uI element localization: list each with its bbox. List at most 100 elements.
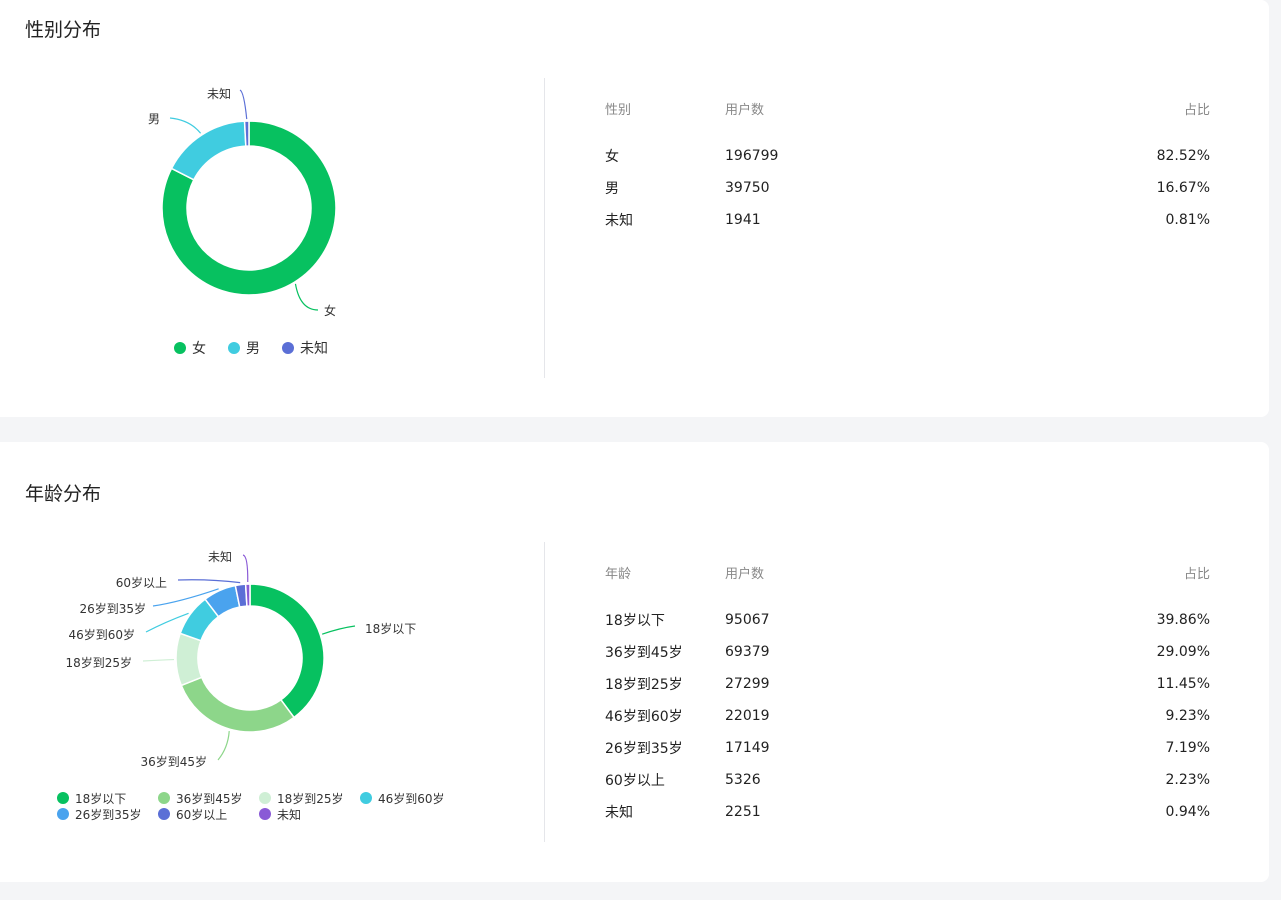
legend-item[interactable]: 女 — [174, 340, 206, 357]
row-count: 27299 — [725, 676, 770, 692]
leader-line — [239, 89, 248, 120]
gender-donut-chart: 女 男 未知 — [148, 87, 337, 318]
age-donut-chart: 18岁以下 36岁到45岁 18岁到25岁 46岁到60岁 26岁到35岁 60岁以上 未知 — [65, 550, 416, 769]
row-count: 39750 — [725, 180, 770, 196]
legend-item[interactable]: 未知 — [259, 806, 360, 822]
slice-label: 36岁到45岁 — [140, 754, 207, 769]
legend-item[interactable]: 男 — [228, 340, 260, 357]
slice-label: 18岁以下 — [365, 621, 416, 636]
legend-dot-icon — [158, 808, 170, 820]
table-row: 男 39750 16.67% — [605, 172, 1210, 204]
legend-label: 男 — [246, 341, 260, 357]
legend-label: 36岁到45岁 — [176, 791, 243, 806]
row-label: 36岁到45岁 — [605, 645, 683, 661]
row-label: 男 — [605, 181, 619, 197]
table-row: 60岁以上 5326 2.23% — [605, 764, 1210, 796]
row-count: 1941 — [725, 212, 761, 228]
table-header: 性别 用户数 占比 — [605, 98, 1210, 118]
slice-label: 46岁到60岁 — [68, 627, 135, 642]
row-label: 18岁到25岁 — [605, 677, 683, 693]
legend-item[interactable]: 26岁到35岁 — [57, 806, 158, 822]
row-label: 未知 — [605, 805, 633, 821]
header-age: 年龄 — [605, 566, 632, 582]
leader-line — [321, 625, 356, 635]
row-count: 95067 — [725, 612, 770, 628]
row-count: 17149 — [725, 740, 770, 756]
row-count: 5326 — [725, 772, 761, 788]
legend-item[interactable]: 36岁到45岁 — [158, 790, 259, 806]
slice-label: 60岁以上 — [116, 575, 167, 590]
donut-slice-2[interactable] — [243, 120, 250, 147]
header-users: 用户数 — [725, 566, 765, 582]
slice-label: 男 — [148, 112, 160, 126]
slice-label: 女 — [324, 303, 336, 318]
divider — [544, 542, 545, 842]
gender-card: 性别分布 女男未知 女男未知 性别 用户数 占比 女 196799 82.52%… — [0, 0, 1269, 417]
donut-slice-1[interactable] — [180, 676, 296, 733]
table-row: 18岁到25岁 27299 11.45% — [605, 668, 1210, 700]
legend-dot-icon — [158, 792, 170, 804]
row-pct: 0.81% — [1165, 212, 1210, 228]
row-pct: 11.45% — [1156, 676, 1210, 692]
row-pct: 16.67% — [1156, 180, 1210, 196]
donut-slice-0[interactable] — [161, 120, 337, 296]
legend-label: 60岁以上 — [176, 807, 228, 822]
row-pct: 7.19% — [1165, 740, 1210, 756]
leader-line — [169, 117, 202, 134]
row-label: 46岁到60岁 — [605, 709, 683, 725]
row-count: 69379 — [725, 644, 770, 660]
leader-line — [217, 731, 230, 761]
leader-line — [145, 612, 189, 633]
legend-label: 18岁以下 — [75, 791, 127, 806]
legend-item[interactable]: 46岁到60岁 — [360, 790, 450, 806]
table-row: 36岁到45岁 69379 29.09% — [605, 636, 1210, 668]
table-row: 26岁到35岁 17149 7.19% — [605, 732, 1210, 764]
legend-dot-icon — [360, 792, 372, 804]
donut-slice-6[interactable] — [244, 583, 251, 607]
leader-line — [142, 658, 175, 662]
slice-label: 18岁到25岁 — [65, 655, 132, 670]
legend-item[interactable]: 18岁以下 — [57, 790, 158, 806]
gender-legend: 女 男 未知 — [174, 340, 350, 357]
row-pct: 29.09% — [1156, 644, 1210, 660]
table-row: 未知 2251 0.94% — [605, 796, 1210, 828]
legend-item[interactable]: 60岁以上 — [158, 806, 259, 822]
donut-slice-0[interactable] — [249, 583, 325, 719]
table-row: 46岁到60岁 22019 9.23% — [605, 700, 1210, 732]
header-users: 用户数 — [725, 102, 765, 118]
legend-item[interactable]: 18岁到25岁 — [259, 790, 360, 806]
divider — [544, 78, 545, 378]
legend-item[interactable]: 未知 — [282, 340, 328, 357]
age-legend: 18岁以下 36岁到45岁 18岁到25岁 46岁到60岁 26岁到35岁 60岁以上 未知 — [57, 790, 477, 822]
legend-dot-icon — [259, 792, 271, 804]
header-ratio: 占比 — [1183, 566, 1210, 582]
leader-line — [177, 579, 241, 584]
slice-label: 未知 — [208, 550, 232, 564]
header-ratio: 占比 — [1183, 102, 1210, 118]
donut-slice-1[interactable] — [170, 120, 247, 181]
row-label: 18岁以下 — [605, 613, 665, 629]
age-card: 年龄分布 18岁以下 36岁到45岁 18岁到25岁 46岁到60岁 26岁到35岁 60… — [0, 442, 1269, 882]
table-row: 女 196799 82.52% — [605, 140, 1210, 172]
table-row: 未知 1941 0.81% — [605, 204, 1210, 236]
row-count: 2251 — [725, 804, 761, 820]
slice-label: 未知 — [207, 87, 231, 101]
gender-title: 性别分布 — [25, 19, 102, 41]
row-label: 女 — [605, 149, 619, 165]
row-pct: 39.86% — [1156, 612, 1210, 628]
legend-dot-icon — [57, 792, 69, 804]
row-label: 60岁以上 — [605, 773, 665, 789]
legend-dot-icon — [259, 808, 271, 820]
age-title: 年龄分布 — [25, 483, 102, 505]
legend-dot-icon — [57, 808, 69, 820]
header-gender: 性别 — [605, 102, 632, 118]
legend-dot-icon — [174, 342, 186, 354]
legend-label: 未知 — [277, 807, 302, 822]
row-pct: 0.94% — [1165, 804, 1210, 820]
leader-line — [294, 283, 319, 311]
legend-label: 女 — [192, 341, 206, 357]
row-label: 未知 — [605, 213, 633, 229]
row-pct: 82.52% — [1156, 148, 1210, 164]
donut-slice-2[interactable] — [175, 632, 203, 687]
table-row: 18岁以下 95067 39.86% — [605, 604, 1210, 636]
